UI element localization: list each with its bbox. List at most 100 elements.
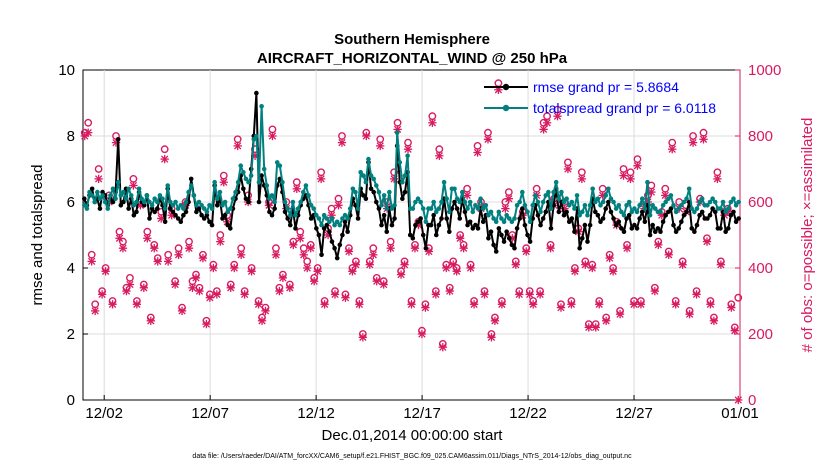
rmse-point (272, 206, 277, 211)
obs-assimilated-marker (306, 244, 315, 253)
obs-assimilated-marker (608, 267, 618, 276)
rmse-point (410, 236, 416, 241)
y-tick-label: 4 (67, 260, 75, 277)
obs-assimilated-marker (344, 247, 354, 256)
y2-tick-label: 200 (748, 326, 773, 343)
rmse-point (327, 229, 332, 234)
spread-point (509, 219, 515, 225)
rmse-point (694, 222, 700, 228)
spread-point (204, 209, 210, 215)
rmse-point (402, 189, 408, 195)
spread-point (334, 219, 340, 225)
spread-point (699, 196, 705, 201)
rmse-point (496, 226, 502, 231)
spread-point (561, 199, 567, 205)
spread-point (235, 179, 241, 185)
obs-assimilated-marker (553, 112, 562, 121)
spread-point (496, 209, 502, 215)
spread-point (621, 212, 627, 218)
obs-assimilated-marker (570, 267, 580, 276)
obs-assimilated-marker (417, 329, 427, 339)
obs-possible-marker (84, 118, 93, 127)
spread-point (720, 199, 726, 205)
rmse-point (470, 226, 476, 231)
spread-point (525, 209, 530, 215)
spread-point (598, 203, 603, 208)
obs-assimilated-marker (285, 283, 294, 292)
rmse-point (561, 212, 567, 218)
spread-point (251, 137, 257, 142)
spread-point (710, 196, 715, 201)
rmse-point (689, 226, 695, 231)
spread-point (642, 206, 648, 211)
rmse-point (535, 212, 541, 218)
rmse-point (173, 212, 178, 218)
obs-assimilated-marker (129, 181, 138, 190)
spread-point (110, 186, 116, 192)
rmse-point (642, 219, 648, 225)
rmse-point (473, 222, 478, 228)
spread-point (428, 206, 434, 211)
spread-point (587, 203, 593, 208)
spread-point (736, 199, 741, 205)
rmse-point (582, 222, 588, 228)
obs-assimilated-marker (602, 316, 611, 325)
rmse-point (475, 226, 481, 231)
rmse-point (418, 216, 423, 221)
spread-point (162, 206, 168, 211)
rmse-point (228, 226, 233, 231)
obs-assimilated-marker (546, 244, 555, 253)
spread-point (301, 189, 306, 195)
obs-assimilated-marker (688, 138, 698, 147)
spread-point (439, 199, 444, 205)
obs-assimilated-marker (692, 290, 701, 299)
spread-point (394, 130, 400, 135)
rmse-point (462, 209, 468, 215)
rmse-point (282, 209, 288, 215)
spread-point (269, 193, 275, 198)
spread-point (402, 173, 408, 178)
rmse-point (293, 226, 298, 231)
obs-assimilated-marker (410, 244, 420, 253)
spread-point (663, 199, 668, 205)
rmse-point (611, 216, 616, 221)
rmse-point (728, 212, 734, 218)
rmse-point (527, 239, 533, 244)
rmse-point (452, 199, 457, 205)
spread-point (671, 203, 676, 208)
spread-point (389, 206, 395, 211)
obs-assimilated-marker (504, 194, 513, 203)
rmse-point (243, 196, 249, 201)
spread-point (590, 186, 595, 192)
rmse-point (355, 216, 361, 221)
x-tick-label: 01/01 (721, 405, 759, 422)
obs-assimilated-marker (348, 267, 357, 276)
obs-assimilated-marker (713, 174, 722, 184)
obs-assimilated-marker (372, 277, 381, 286)
rmse-point (340, 232, 345, 238)
rmse-point (439, 216, 444, 221)
rmse-point (520, 206, 525, 211)
obs-assimilated-marker (316, 174, 326, 184)
spread-point (465, 206, 470, 211)
rmse-point (188, 176, 194, 182)
rmse-point (564, 209, 569, 215)
spread-point (371, 176, 376, 182)
obs-assimilated-marker (212, 290, 221, 299)
rmse-point (118, 203, 124, 208)
spread-point (473, 203, 478, 208)
rmse-point (619, 226, 624, 231)
rmse-point (444, 216, 449, 221)
obs-assimilated-marker (563, 164, 573, 174)
spread-point (282, 199, 288, 205)
rmse-point (321, 226, 327, 231)
spread-point (147, 199, 152, 205)
y-tick-label: 0 (67, 392, 75, 409)
obs-assimilated-marker (219, 178, 228, 187)
obs-assimilated-marker (386, 244, 395, 253)
obs-assimilated-marker (230, 263, 239, 273)
obs-assimilated-marker (195, 286, 204, 296)
spread-point (256, 179, 262, 185)
obs-assimilated-marker (122, 286, 131, 296)
obs-possible-marker (734, 293, 743, 302)
